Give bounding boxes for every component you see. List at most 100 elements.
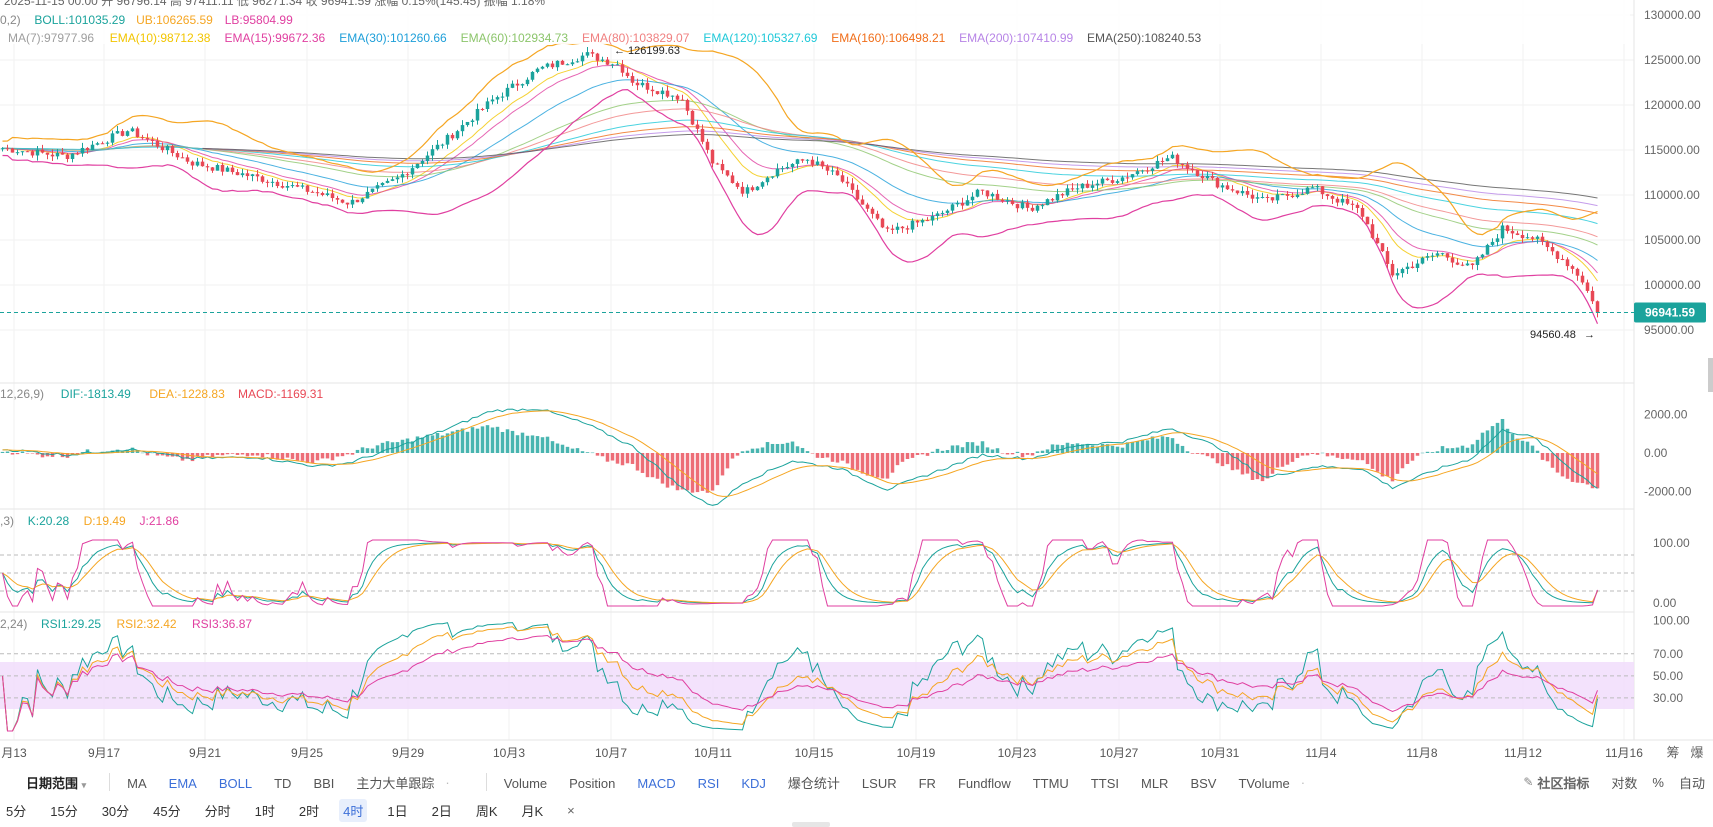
- macd-bar: [870, 453, 875, 477]
- macd-bar: [695, 453, 700, 493]
- percent-toggle[interactable]: %: [1652, 774, 1664, 790]
- main-indicator-boll[interactable]: BOLL: [218, 775, 253, 791]
- macd-bar: [735, 453, 740, 456]
- candle-body: [65, 154, 70, 159]
- sub-indicator-ttmu[interactable]: TTMU: [1032, 775, 1069, 791]
- main-indicator-[interactable]: 主力大单跟踪: [356, 775, 435, 791]
- edit-icon[interactable]: ✎: [1523, 775, 1534, 789]
- macd-bar: [1480, 432, 1485, 453]
- more-dot-icon-2[interactable]: ·: [1300, 774, 1306, 790]
- macd-bar: [815, 453, 820, 458]
- time-tick-label: 11月8: [1406, 746, 1437, 760]
- macd-bar: [1045, 449, 1050, 453]
- axis-corner-tools[interactable]: 筹 爆: [1666, 745, 1703, 760]
- ma-ema-value: EMA(160):106498.21: [831, 31, 945, 45]
- main-indicator-ma[interactable]: MA: [127, 775, 147, 791]
- macd-bar: [380, 442, 385, 453]
- sub-indicator-fundflow[interactable]: Fundflow: [957, 775, 1011, 791]
- macd-bar: [1500, 418, 1505, 453]
- candle-body: [385, 180, 390, 183]
- candle-body: [380, 182, 385, 186]
- timeframe-button[interactable]: 15分: [50, 803, 78, 819]
- sub-indicator-[interactable]: 爆仓统计: [787, 775, 840, 791]
- chou-icon[interactable]: 筹: [1666, 745, 1679, 760]
- timeframe-button[interactable]: 4时: [339, 798, 368, 822]
- macd-bar: [385, 441, 390, 453]
- macd-bar: [1405, 453, 1410, 464]
- macd-bar: [940, 450, 945, 453]
- scroll-handle[interactable]: [1708, 358, 1713, 392]
- timeframe-button[interactable]: 45分: [153, 803, 181, 819]
- sub-indicator-tvolume[interactable]: TVolume: [1238, 775, 1290, 791]
- candle-body: [1085, 183, 1090, 188]
- sub-indicator-volume[interactable]: Volume: [503, 775, 548, 791]
- timeframe-button[interactable]: 1时: [254, 803, 275, 819]
- candle-body: [810, 159, 815, 165]
- macd-bar: [10, 453, 15, 455]
- resize-grip[interactable]: [792, 822, 830, 827]
- candle-body: [725, 170, 730, 176]
- main-indicator-td[interactable]: TD: [274, 775, 292, 791]
- macd-bar: [1140, 439, 1145, 453]
- candle-body: [860, 199, 865, 205]
- macd-bar: [1145, 440, 1150, 453]
- macd-bar: [1230, 453, 1235, 471]
- sub-indicator-rsi[interactable]: RSI: [697, 775, 720, 791]
- bao-icon[interactable]: 爆: [1690, 745, 1703, 760]
- macd-bar: [20, 451, 25, 453]
- macd-bar: [745, 450, 750, 453]
- main-indicator-bbi[interactable]: BBI: [313, 775, 335, 791]
- chevron-down-icon: ▾: [81, 779, 87, 790]
- main-indicator-ema[interactable]: EMA: [168, 775, 197, 791]
- timeframe-button[interactable]: 月K: [521, 803, 544, 819]
- candle-body: [540, 66, 545, 69]
- candle-body: [1495, 238, 1500, 242]
- candle-body: [590, 52, 595, 54]
- candle-body: [835, 170, 840, 176]
- candle-body: [110, 133, 115, 143]
- candle-body: [1445, 253, 1450, 258]
- ema-line: [2, 108, 1598, 238]
- close-icon[interactable]: ×: [567, 802, 575, 818]
- log-scale-toggle[interactable]: 对数: [1611, 775, 1638, 791]
- chart-area[interactable]: 126199.63 ← 94560.48 → 130000.00 125000.0…: [0, 0, 1713, 768]
- ema-line: [202, 130, 1598, 207]
- sub-indicator-kdj[interactable]: KDJ: [741, 775, 766, 791]
- macd-bar: [1185, 451, 1190, 453]
- date-range-dropdown[interactable]: 日期范围 ▾: [26, 775, 87, 791]
- macd-bar: [1570, 453, 1575, 482]
- sub-indicator-lsur[interactable]: LSUR: [861, 775, 897, 791]
- community-indicators-button[interactable]: 社区指标: [1537, 775, 1590, 791]
- ema-line: [2, 64, 1598, 274]
- candle-body: [160, 146, 165, 151]
- timeframe-button[interactable]: 分时: [204, 803, 231, 819]
- timeframe-button[interactable]: 2日: [431, 803, 452, 819]
- time-axis: 月13 9月17 9月21 9月25 9月29 10月3 10月7 10月11 10月15 10月…: [1, 746, 1643, 760]
- candle-body: [800, 159, 805, 161]
- sub-indicator-position[interactable]: Position: [569, 775, 616, 791]
- candle-body: [1205, 176, 1210, 179]
- candle-body: [615, 64, 620, 66]
- rsi-value: RSI3:36.87: [192, 617, 252, 631]
- candle-body: [670, 95, 675, 97]
- auto-toggle[interactable]: 自动: [1678, 775, 1705, 791]
- candle-body: [445, 134, 450, 145]
- timeframe-button[interactable]: 30分: [101, 803, 130, 819]
- timeframe-button[interactable]: 5分: [6, 803, 27, 819]
- macd-bar: [1455, 447, 1460, 453]
- sub-indicator-mlr[interactable]: MLR: [1140, 775, 1169, 791]
- timeframe-button[interactable]: 周K: [475, 803, 498, 819]
- timeframe-button[interactable]: 1日: [387, 803, 408, 819]
- candle-body: [1560, 258, 1565, 260]
- sub-indicator-fr[interactable]: FR: [918, 775, 936, 791]
- macd-bar: [610, 453, 615, 461]
- more-dot-icon[interactable]: ·: [445, 774, 450, 790]
- sub-indicator-bsv[interactable]: BSV: [1190, 775, 1217, 791]
- timeframe-button[interactable]: 2时: [298, 803, 320, 819]
- sub-indicator-macd[interactable]: MACD: [637, 775, 676, 791]
- macd-bar: [195, 453, 200, 457]
- candle-body: [1280, 194, 1285, 196]
- candle-body: [575, 61, 580, 63]
- sub-indicator-ttsi[interactable]: TTSI: [1090, 775, 1119, 791]
- candle-body: [1405, 266, 1410, 270]
